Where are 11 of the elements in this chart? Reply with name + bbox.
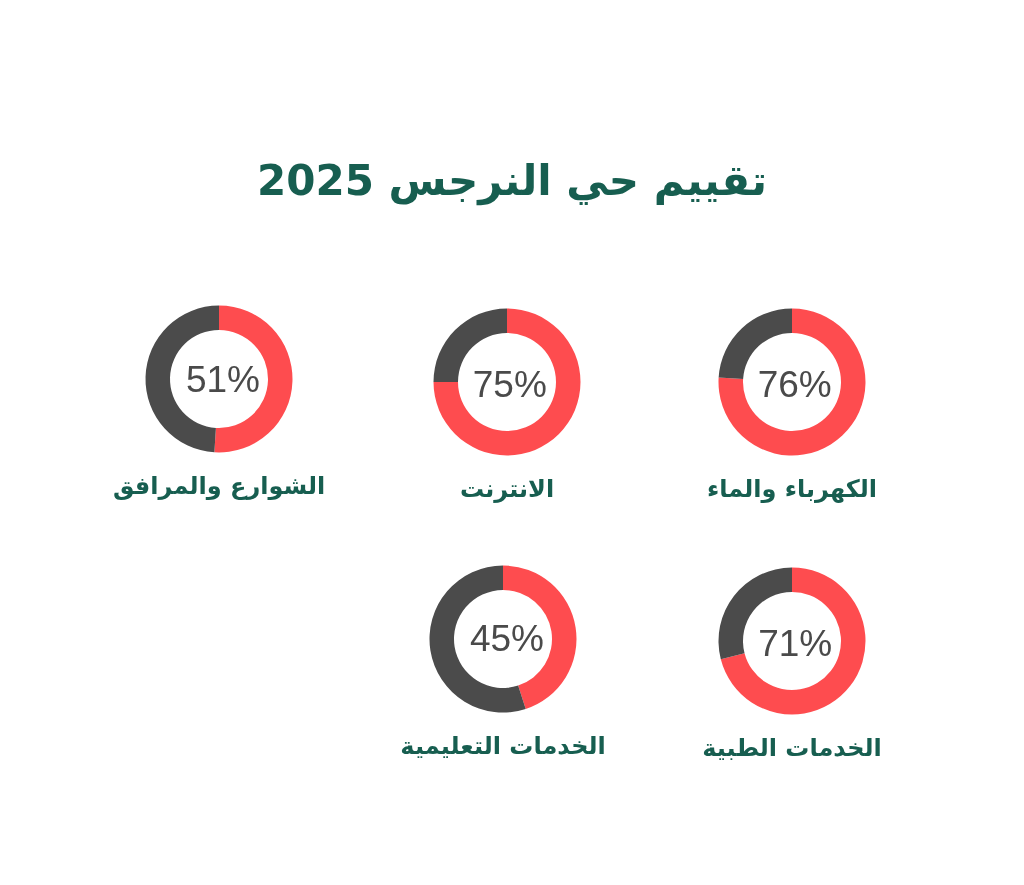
text: الخدمات التعليمية bbox=[400, 732, 606, 760]
data-label: 76% bbox=[757, 364, 832, 406]
text: الانترنت bbox=[459, 475, 555, 503]
text: تقييم حي النرجس 2025 bbox=[257, 155, 767, 206]
data-label: 51% bbox=[185, 358, 261, 400]
data-label: 75% bbox=[472, 364, 547, 406]
data-label: 71% bbox=[758, 622, 833, 664]
data-label: 45% bbox=[469, 617, 544, 659]
text: الشوارع والمرافق bbox=[112, 472, 326, 500]
text: الكهرباء والماء bbox=[706, 475, 878, 503]
text: الخدمات الطبية bbox=[702, 734, 882, 762]
